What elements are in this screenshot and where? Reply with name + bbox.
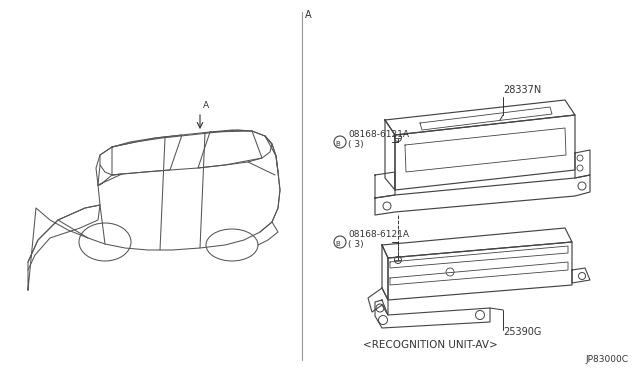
Text: 08168-6121A
( 3): 08168-6121A ( 3) bbox=[348, 129, 409, 149]
Text: B: B bbox=[335, 141, 340, 148]
Text: A: A bbox=[203, 101, 209, 110]
Text: 08168-6121A
( 3): 08168-6121A ( 3) bbox=[348, 230, 409, 249]
Text: 25390G: 25390G bbox=[503, 327, 541, 337]
Text: A: A bbox=[305, 10, 312, 20]
Text: <RECOGNITION UNIT-AV>: <RECOGNITION UNIT-AV> bbox=[363, 340, 497, 350]
Text: 28337N: 28337N bbox=[503, 85, 541, 95]
Text: B: B bbox=[335, 241, 340, 247]
Text: JP83000C: JP83000C bbox=[585, 355, 628, 364]
